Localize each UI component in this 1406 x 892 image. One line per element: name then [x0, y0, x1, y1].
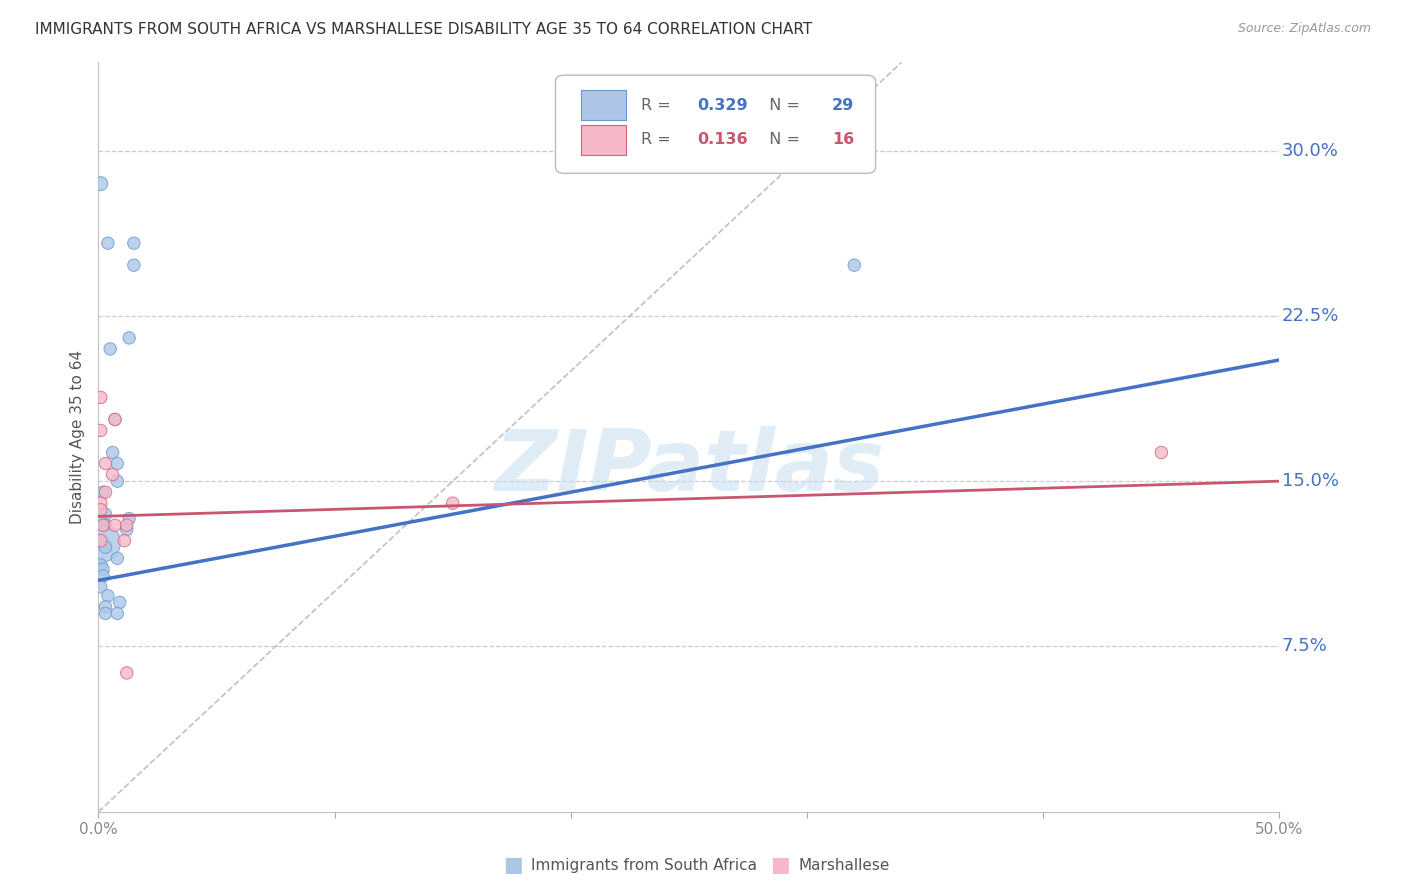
Point [104, 518, 127, 533]
Text: 15.0%: 15.0% [1282, 472, 1339, 491]
Point [104, 412, 127, 426]
Point [101, 445, 124, 459]
Point [122, 236, 145, 251]
Point [115, 523, 138, 537]
Point [105, 457, 128, 471]
Point [115, 518, 138, 533]
Text: ■: ■ [503, 855, 523, 875]
Point [115, 665, 138, 680]
Point [97, 236, 120, 251]
Point [90, 496, 112, 510]
Point [441, 496, 464, 510]
Text: ■: ■ [770, 855, 790, 875]
Point [105, 551, 128, 566]
Point [91, 485, 114, 500]
Point [844, 258, 866, 272]
Text: R =: R = [641, 132, 675, 147]
Point [105, 607, 128, 621]
Point [98, 342, 121, 356]
Text: Immigrants from South Africa: Immigrants from South Africa [531, 858, 758, 872]
Point [1150, 445, 1173, 459]
FancyBboxPatch shape [555, 75, 876, 173]
Point [97, 589, 120, 603]
Text: Source: ZipAtlas.com: Source: ZipAtlas.com [1237, 22, 1371, 36]
Point [101, 467, 124, 482]
Point [94, 541, 117, 555]
Text: N =: N = [759, 132, 804, 147]
Point [91, 562, 114, 576]
Point [118, 331, 141, 345]
Point [94, 599, 117, 614]
Point [90, 536, 112, 550]
Point [112, 533, 135, 548]
Point [90, 424, 112, 438]
Point [94, 507, 117, 521]
Text: ZIPatlas: ZIPatlas [494, 425, 884, 508]
Point [90, 514, 112, 528]
Point [90, 580, 112, 594]
Point [94, 518, 117, 533]
Text: IMMIGRANTS FROM SOUTH AFRICA VS MARSHALLESE DISABILITY AGE 35 TO 64 CORRELATION : IMMIGRANTS FROM SOUTH AFRICA VS MARSHALL… [35, 22, 813, 37]
Text: R =: R = [641, 97, 675, 112]
FancyBboxPatch shape [582, 125, 626, 154]
Point [122, 258, 145, 272]
Point [118, 511, 141, 525]
Text: 16: 16 [832, 132, 853, 147]
Point [90, 558, 112, 572]
Point [90, 503, 112, 517]
Point [104, 412, 127, 426]
FancyBboxPatch shape [582, 90, 626, 120]
Text: 30.0%: 30.0% [1282, 142, 1339, 160]
Point [90, 391, 112, 405]
Point [94, 485, 117, 500]
Point [108, 595, 131, 609]
Point [91, 518, 114, 533]
Text: 29: 29 [832, 97, 853, 112]
Text: 22.5%: 22.5% [1282, 307, 1339, 325]
Point [94, 457, 117, 471]
Text: 0.329: 0.329 [697, 97, 748, 112]
Point [91, 569, 114, 583]
Text: N =: N = [759, 97, 804, 112]
Text: 0.136: 0.136 [697, 132, 748, 147]
Text: 7.5%: 7.5% [1282, 638, 1327, 656]
Y-axis label: Disability Age 35 to 64: Disability Age 35 to 64 [70, 350, 86, 524]
Point [105, 474, 128, 488]
Point [90, 533, 112, 548]
Point [90, 177, 112, 191]
Text: Marshallese: Marshallese [799, 858, 890, 872]
Point [94, 607, 117, 621]
